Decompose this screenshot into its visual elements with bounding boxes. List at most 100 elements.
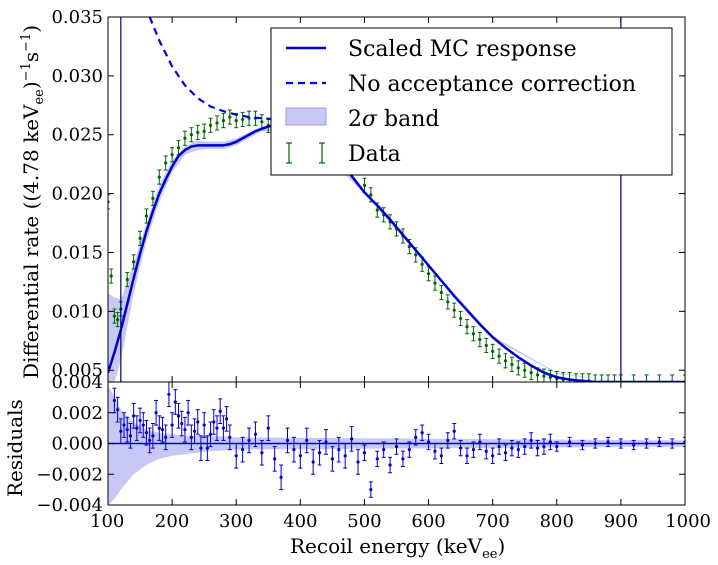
x-tick-label: 300 <box>219 511 253 532</box>
residual-point <box>186 399 191 426</box>
legend-label-mc: Scaled MC response <box>348 37 577 62</box>
residual-point <box>173 389 178 415</box>
x-tick-label: 200 <box>155 511 189 532</box>
data-point <box>247 110 252 126</box>
data-point <box>522 362 527 378</box>
data-point <box>497 348 502 364</box>
residual-point <box>227 424 232 451</box>
data-point <box>452 302 457 318</box>
residual-point <box>182 416 187 443</box>
residual-point <box>298 443 303 469</box>
residual-point <box>323 429 328 455</box>
residual-point <box>157 415 162 441</box>
residual-point <box>349 426 354 452</box>
residual-point <box>400 450 405 468</box>
data-point <box>490 343 495 359</box>
data-point <box>484 337 489 354</box>
residual-point <box>160 416 165 443</box>
no-acceptance-line <box>148 17 275 121</box>
residual-point <box>131 403 136 429</box>
residual-point <box>362 444 367 461</box>
data-point <box>439 284 444 301</box>
legend-swatch-data <box>286 142 325 164</box>
x-tick-label: 1000 <box>665 511 711 532</box>
residual-point <box>198 435 203 461</box>
residual-point <box>388 456 393 474</box>
data-point <box>182 130 187 146</box>
y-tick-label: 0.030 <box>51 66 103 87</box>
data-point <box>458 310 463 326</box>
residual-point <box>205 435 210 461</box>
data-point <box>195 124 200 140</box>
residual-point <box>356 449 361 475</box>
legend-label-data: Data <box>348 142 401 167</box>
residual-point <box>522 438 527 455</box>
residual-point <box>163 424 168 451</box>
residual-y-axis-label: Residuals <box>3 399 27 497</box>
residual-point <box>317 439 322 466</box>
residual-point <box>176 403 181 429</box>
residual-ticks: −0.004 −0.002 0.000 0.002 100 200 300 400 500 600… <box>36 382 711 532</box>
residual-point <box>465 447 470 464</box>
data-point <box>388 214 393 230</box>
residual-point <box>291 436 296 463</box>
residual-point <box>147 427 152 454</box>
residual-point <box>670 438 675 449</box>
residual-point <box>304 427 309 454</box>
residual-point <box>154 399 159 426</box>
residual-point <box>618 438 623 449</box>
residual-point <box>266 415 271 441</box>
residual-point <box>279 464 284 491</box>
residual-point <box>128 423 133 449</box>
residual-point <box>490 447 495 464</box>
residual-point <box>516 441 521 458</box>
data-point <box>202 123 207 139</box>
residual-point <box>529 432 534 449</box>
main-y-axis-label: Differential rate ((4.78 keVee)−1s−1) <box>19 25 47 379</box>
residual-point <box>253 421 258 448</box>
residual-point <box>218 398 223 425</box>
residual-point <box>192 418 197 444</box>
data-point <box>109 268 114 284</box>
residual-point <box>420 424 425 441</box>
residual-point <box>458 439 463 457</box>
residual-point <box>112 387 117 414</box>
data-point <box>516 360 521 376</box>
residual-point <box>134 415 139 441</box>
residual-point <box>170 412 175 438</box>
residual-point <box>657 436 662 448</box>
x-tick-label: 800 <box>540 511 574 532</box>
data-point <box>471 326 476 342</box>
residual-point <box>593 438 598 449</box>
x-axis-label: Recoil energy (keVee) <box>290 534 505 562</box>
legend-swatch-band <box>285 107 327 126</box>
x-tick-label: 900 <box>604 511 638 532</box>
residual-point <box>118 418 123 444</box>
residual-point <box>407 441 412 458</box>
residual-point <box>503 444 508 461</box>
y-tick-label: 0.020 <box>51 184 103 205</box>
residual-point <box>631 439 636 451</box>
residual-point <box>285 427 290 454</box>
residual-point <box>221 415 226 441</box>
residual-point <box>439 447 444 464</box>
residual-point <box>166 382 171 408</box>
data-point <box>227 109 232 125</box>
residual-point <box>394 438 399 455</box>
residual-point <box>548 433 553 451</box>
data-point <box>362 177 367 193</box>
residual-point <box>272 446 277 472</box>
data-point <box>503 353 508 369</box>
residual-point <box>477 433 482 451</box>
data-point <box>214 115 219 131</box>
residual-point <box>189 424 194 451</box>
residual-point <box>554 441 559 452</box>
residual-point <box>432 443 437 460</box>
data-point <box>426 266 431 282</box>
residual-point <box>509 439 514 457</box>
residual-point <box>115 396 120 423</box>
residual-point <box>452 423 457 440</box>
